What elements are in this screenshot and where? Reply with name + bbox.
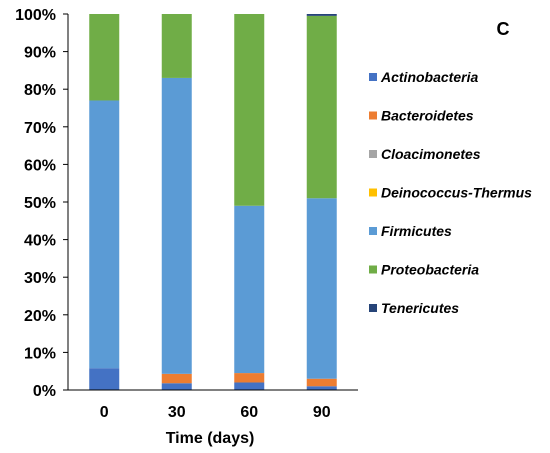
bar-segment [161,383,192,390]
bar-segment [234,14,265,206]
y-tick-label: 80% [24,82,56,99]
y-tick-label: 10% [24,345,56,362]
y-tick-label: 30% [24,270,56,287]
bar-segment [306,386,337,390]
y-tick-label: 100% [15,7,56,24]
bar-segment [234,205,265,374]
legend-entry: Bacteroidetes [381,108,474,124]
bar-segment [234,373,265,383]
legend-entry: Proteobacteria [381,262,479,278]
bar-segment [161,77,192,374]
y-tick-label: 0% [33,383,56,400]
x-axis-ticks: 0 30 60 90 [100,404,331,421]
bar-segment [89,100,120,369]
legend-swatch [369,150,377,158]
legend: Actinobacteria Bacteroidetes Cloacimonetes… [369,69,532,316]
x-tick-label: 60 [240,404,258,421]
legend-swatch [369,304,377,312]
legend-swatch [369,111,377,120]
x-tick-label: 0 [100,404,109,421]
bar-segment [161,373,192,384]
legend-swatch [369,227,377,235]
y-tick-label: 60% [24,157,56,174]
bar-segment [306,14,337,16]
bar-segment [306,378,337,387]
y-axis-ticks: 0% 10% 20% 30% 40% 50% 60% 70% 80% 90% 100% [15,7,68,400]
x-tick-label: 90 [313,404,331,421]
bar-segment [89,368,120,390]
bar-segment [89,14,120,101]
axes [67,14,358,391]
x-axis-label: Time (days) [166,430,255,447]
bar-segment [306,198,337,379]
x-tick-label: 30 [168,404,186,421]
bars [89,14,337,390]
y-tick-label: 70% [24,120,56,137]
legend-entry: Firmicutes [381,223,452,239]
y-tick-label: 40% [24,233,56,250]
bar-segment [234,382,265,390]
bar-segment [161,14,192,78]
y-tick-label: 90% [24,45,56,62]
legend-entry: Cloacimonetes [381,146,481,162]
legend-swatch [369,188,377,197]
panel-label: C [497,19,510,39]
legend-entry: Tenericutes [381,300,459,316]
legend-entry: Actinobacteria [380,69,478,85]
legend-swatch [369,265,377,274]
legend-swatch [369,73,377,81]
bar-segment [306,15,337,199]
y-tick-label: 20% [24,308,56,325]
y-tick-label: 50% [24,195,56,212]
legend-entry: Deinococcus-Thermus [381,185,532,201]
